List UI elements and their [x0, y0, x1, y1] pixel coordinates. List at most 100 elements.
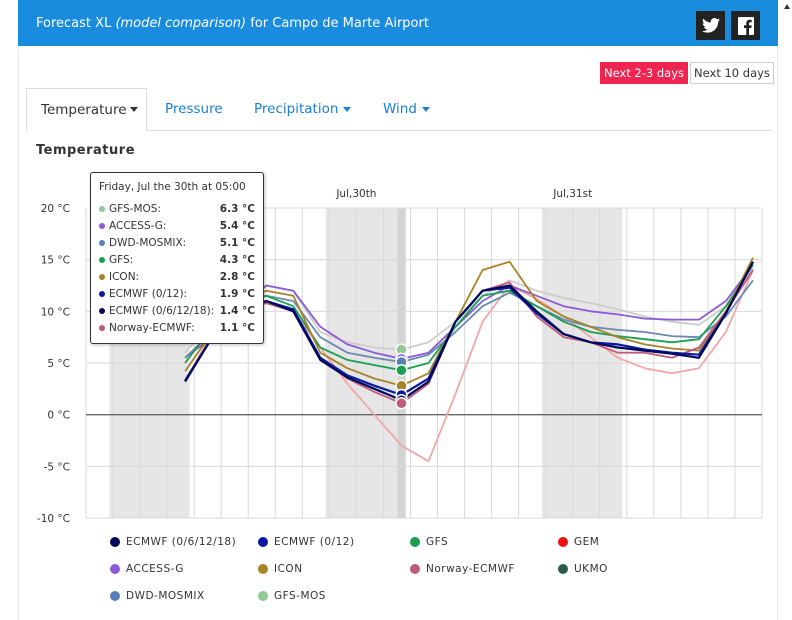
tab-pressure[interactable]: Pressure	[165, 88, 223, 130]
legend-label: ACCESS-G	[126, 563, 184, 575]
legend-label: Norway-ECMWF	[426, 563, 515, 575]
series-line-gfs	[184, 264, 754, 372]
y-tick-label: 20 °C	[41, 203, 70, 215]
title-italic: (model comparison)	[115, 15, 247, 31]
legend-label: ICON	[274, 563, 303, 575]
series-line-icon	[184, 257, 754, 387]
tab-label: Precipitation	[254, 101, 339, 117]
series-dot-icon	[99, 223, 105, 229]
series-line-norway-ecmwf	[184, 269, 754, 405]
tab-wind[interactable]: Wind	[383, 88, 430, 130]
tooltip-row: DWD-MOSMIX: 5.1 °C	[99, 235, 255, 251]
tooltip-value: 5.4 °C	[219, 220, 255, 232]
series-line-ecmwf-0-12-	[184, 261, 754, 397]
series-dot-icon	[99, 240, 105, 246]
tooltip-point-marker	[395, 363, 408, 377]
legend-item[interactable]: ACCESS-G	[110, 563, 184, 575]
tooltip-point-marker	[395, 397, 408, 410]
legend-item[interactable]: GFS-MOS	[258, 590, 326, 602]
tab-bar: Temperature Pressure Precipitation Wind	[26, 88, 772, 131]
tooltip-label: GFS-MOS:	[109, 203, 161, 215]
chevron-down-icon	[129, 107, 138, 112]
legend-label: ECMWF (0/12)	[274, 536, 355, 548]
tooltip-value: 4.3 °C	[219, 254, 255, 266]
series-dot-icon	[99, 291, 105, 297]
day-label: Jul,31st	[552, 188, 592, 200]
legend-dot-icon	[558, 564, 568, 574]
tooltip-value: 5.1 °C	[219, 237, 255, 249]
tab-label: Wind	[383, 101, 417, 117]
legend-label: ECMWF (0/6/12/18)	[126, 536, 237, 548]
next-10-days-button[interactable]: Next 10 days	[690, 62, 774, 84]
series-line-dwd-mosmix	[184, 279, 754, 363]
legend-dot-icon	[258, 537, 268, 547]
legend-dot-icon	[258, 564, 268, 574]
section-title: Temperature	[36, 143, 136, 158]
tab-precipitation[interactable]: Precipitation	[254, 88, 352, 130]
series-dot-icon	[99, 325, 105, 331]
series-dot-icon	[99, 206, 105, 212]
legend-item[interactable]: ICON	[258, 563, 303, 575]
y-tick-label: 5 °C	[47, 358, 70, 370]
series-line-access-g	[184, 264, 754, 360]
tooltip-label: Norway-ECMWF:	[109, 322, 195, 334]
tooltip-value: 1.4 °C	[219, 305, 255, 317]
tooltip-row: ICON: 2.8 °C	[99, 269, 255, 285]
series-line-ecmwf-0-6-12-18-	[184, 261, 754, 402]
scroll-up-icon[interactable]	[784, 4, 790, 9]
legend-dot-icon	[558, 537, 568, 547]
series-dot-icon	[99, 308, 105, 314]
chevron-down-icon	[421, 106, 430, 112]
tooltip-label: ECMWF (0/12):	[109, 288, 188, 300]
legend-dot-icon	[410, 564, 420, 574]
legend-item[interactable]: UKMO	[558, 563, 608, 575]
legend-label: UKMO	[574, 563, 608, 575]
legend-item[interactable]: GFS	[410, 536, 448, 548]
legend-item[interactable]: ECMWF (0/6/12/18)	[110, 536, 236, 548]
tooltip-label: GFS:	[109, 254, 134, 266]
day-label: Jul,30th	[335, 188, 376, 200]
y-tick-label: -5 °C	[44, 461, 70, 473]
tooltip-row: GFS: 4.3 °C	[99, 252, 255, 268]
title-prefix: Forecast XL	[36, 15, 112, 31]
tooltip-label: ACCESS-G:	[109, 220, 167, 232]
content-frame	[18, 46, 778, 620]
y-tick-label: 15 °C	[41, 255, 70, 267]
series-dot-icon	[99, 257, 105, 263]
tab-label: Pressure	[165, 101, 223, 117]
chevron-down-icon	[343, 106, 352, 112]
tooltip-row: ECMWF (0/6/12/18): 1.4 °C	[99, 303, 255, 319]
tab-label: Temperature	[41, 101, 127, 118]
legend-item[interactable]: ECMWF (0/12)	[258, 536, 355, 548]
legend-item[interactable]: DWD-MOSMIX	[110, 590, 205, 602]
legend-dot-icon	[110, 591, 120, 601]
tooltip-value: 2.8 °C	[219, 271, 255, 283]
facebook-icon	[737, 16, 754, 35]
legend-label: DWD-MOSMIX	[126, 590, 205, 602]
legend-item[interactable]: Norway-ECMWF	[410, 563, 515, 575]
next-2-3-days-button[interactable]: Next 2-3 days	[600, 62, 688, 84]
chart-tooltip: Friday, Jul the 30th at 05:00 GFS-MOS: 6.…	[90, 172, 264, 344]
legend-label: GFS-MOS	[274, 590, 326, 602]
twitter-button[interactable]	[696, 11, 725, 40]
page-header: Forecast XL (model comparison) for Campo…	[18, 0, 778, 46]
legend-label: GEM	[574, 536, 600, 548]
tooltip-value: 6.3 °C	[219, 203, 255, 215]
legend-dot-icon	[110, 564, 120, 574]
series-line-gem	[184, 269, 754, 463]
tooltip-row: Norway-ECMWF: 1.1 °C	[99, 320, 255, 336]
tooltip-title: Friday, Jul the 30th at 05:00	[99, 181, 246, 193]
tooltip-row: ACCESS-G: 5.4 °C	[99, 218, 255, 234]
legend-item[interactable]: GEM	[558, 536, 599, 548]
title-suffix: for Campo de Marte Airport	[250, 15, 429, 31]
legend-label: GFS	[426, 536, 449, 548]
twitter-icon	[701, 18, 720, 33]
y-tick-label: -10 °C	[37, 513, 70, 525]
tab-temperature[interactable]: Temperature	[26, 88, 147, 131]
page-title: Forecast XL (model comparison) for Campo…	[36, 16, 429, 31]
tooltip-value: 1.9 °C	[219, 288, 255, 300]
tooltip-row: GFS-MOS: 6.3 °C	[99, 201, 255, 217]
tooltip-row: ECMWF (0/12): 1.9 °C	[99, 286, 255, 302]
facebook-button[interactable]	[731, 11, 760, 40]
legend-dot-icon	[410, 537, 420, 547]
